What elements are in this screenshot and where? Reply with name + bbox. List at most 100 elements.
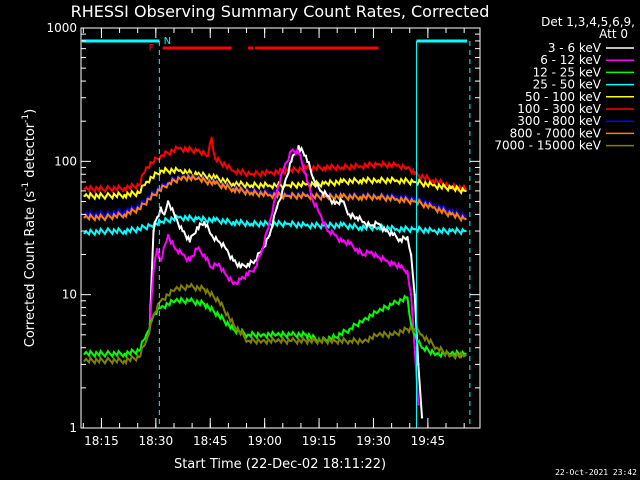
series-segment: [290, 336, 307, 346]
series-segment: [123, 347, 140, 359]
series-segment: [246, 267, 257, 276]
series-segment: [399, 263, 409, 275]
series-segment: [378, 254, 387, 263]
series-segment: [196, 170, 217, 182]
series-segment: [123, 205, 140, 219]
series-segment: [363, 220, 372, 229]
series-segment: [432, 226, 452, 236]
series-segment: [196, 221, 206, 232]
series-segment: [239, 262, 249, 269]
series-segment: [377, 175, 398, 186]
series-segment: [436, 344, 452, 358]
series-segment: [152, 216, 159, 232]
series-segment: [247, 330, 264, 340]
series-segment: [290, 147, 300, 157]
series-segment: [178, 144, 198, 156]
series-segment: [327, 228, 336, 237]
series-segment: [214, 174, 235, 188]
data-point: [464, 229, 467, 233]
series-segment: [203, 302, 220, 319]
plot-frame: [80, 27, 481, 429]
series-segment: [370, 219, 379, 229]
series-segment: [304, 155, 315, 179]
series-segment: [214, 155, 234, 172]
x-tick-label: 18:15: [84, 434, 119, 448]
series-segment: [377, 330, 393, 340]
series-segment: [414, 224, 434, 235]
series-segment: [378, 222, 387, 234]
series-segment: [305, 336, 322, 347]
series-segment: [261, 221, 271, 250]
series-segment: [251, 168, 271, 179]
series-segment: [211, 261, 220, 271]
series-segment: [414, 178, 434, 189]
series-segment: [378, 159, 398, 170]
series-segment: [182, 230, 191, 242]
series-segment: [83, 184, 108, 194]
legend-label: 100 - 300 keV: [517, 102, 601, 116]
legend-header-line-1: Det 1,3,4,5,6,9,: [541, 15, 635, 29]
series-segment: [450, 349, 466, 359]
data-point: [417, 403, 420, 406]
y-tick-label: 1000: [46, 21, 77, 35]
series-segment: [407, 165, 416, 176]
y-axis: 1 10 100 1000: [46, 21, 480, 435]
series-segment: [312, 201, 322, 216]
series-segment: [105, 349, 126, 359]
data-point: [464, 214, 467, 218]
series-segment: [159, 234, 170, 262]
y-tick-label: 100: [54, 154, 77, 168]
series-segment: [160, 165, 180, 176]
series-segment: [283, 160, 293, 187]
series-segment: [323, 176, 344, 188]
series-segment: [268, 190, 278, 223]
series-segment: [145, 315, 155, 342]
x-tick-label: 18:45: [193, 434, 228, 448]
series-segment: [341, 161, 361, 172]
series-segment: [247, 259, 256, 269]
series-segment: [105, 210, 126, 222]
data-point: [464, 217, 467, 221]
series-segment: [276, 336, 292, 346]
series-segment: [196, 148, 209, 158]
series-segment: [410, 294, 416, 348]
series-segment: [247, 336, 264, 346]
series-segment: [319, 188, 329, 198]
series-segment: [396, 195, 415, 206]
series-segment: [414, 198, 434, 210]
series-segment: [406, 325, 416, 335]
series-segment: [269, 166, 289, 177]
series-segment: [275, 167, 286, 192]
series-segment: [138, 191, 155, 211]
series-segment: [138, 222, 151, 233]
series-segment: [250, 219, 271, 229]
series-segment: [250, 188, 271, 199]
series-segment: [359, 192, 380, 203]
series-segment: [159, 288, 177, 302]
data-point: [464, 189, 467, 193]
series-segment: [355, 214, 364, 224]
x-tick-label: 19:30: [356, 434, 391, 448]
series-segment: [319, 214, 329, 232]
series-segment: [359, 222, 380, 233]
series-segment: [232, 179, 253, 190]
series-segment: [432, 182, 452, 193]
series-segment: [297, 145, 306, 157]
series-segment: [210, 234, 220, 243]
y-tick-label: 1: [69, 421, 77, 435]
plot-area: FN: [82, 36, 471, 428]
series-segment: [105, 226, 126, 236]
series-segment: [391, 325, 408, 338]
series-segment: [174, 216, 184, 232]
series-segment: [261, 336, 278, 346]
series-segment: [174, 296, 190, 306]
series-segment: [341, 238, 351, 248]
series-segment: [323, 162, 343, 173]
series-segment: [283, 150, 293, 168]
series-segment: [348, 319, 365, 331]
series-segment: [392, 261, 402, 271]
series-segment: [287, 219, 307, 230]
series-segment: [182, 173, 198, 183]
series-segment: [305, 220, 325, 231]
